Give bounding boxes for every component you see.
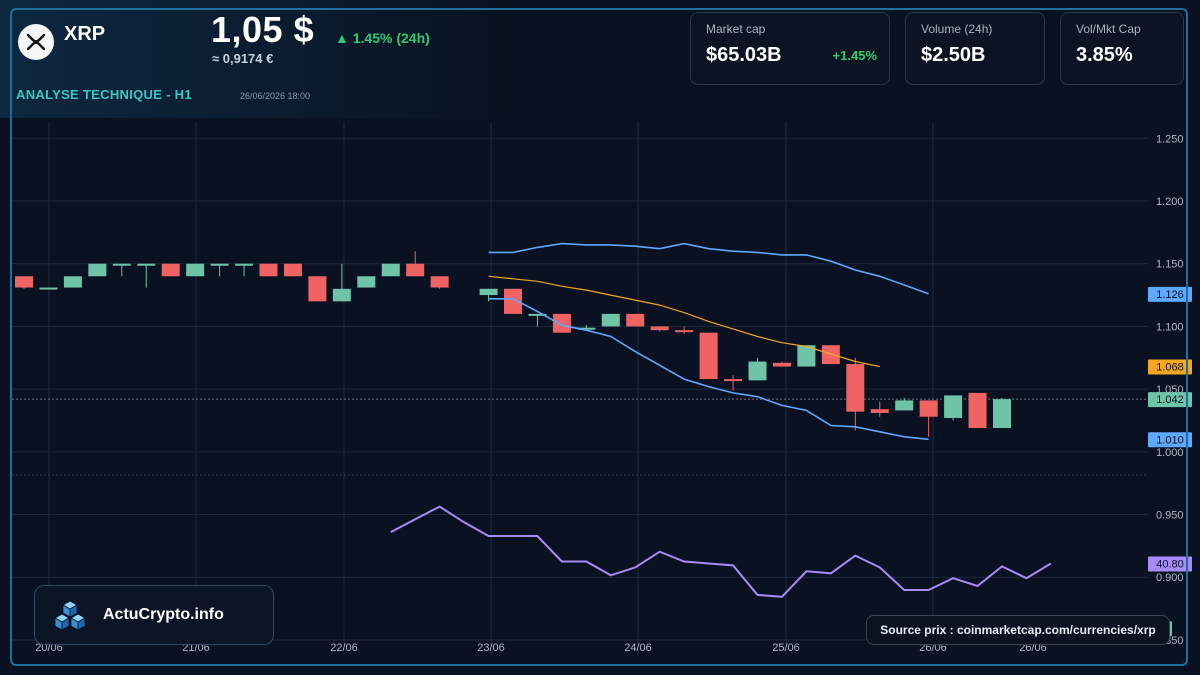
price-eur: ≈ 0,9174 € [212,51,274,66]
price-tick-label: 1.000 [1156,447,1184,459]
candle-body-15 [381,263,400,277]
candle-body-30 [772,362,791,367]
candle-body-4 [112,263,131,266]
candle-body-5 [137,263,156,266]
time-tick-label-2: 22/06 [330,642,358,654]
candle-body-7 [186,263,205,277]
rsi-panel [390,505,1052,598]
price-tick-label: 1.150 [1156,259,1184,271]
candle-body-28 [724,379,743,382]
xrp-logo [18,24,54,60]
header-background [0,0,520,118]
candle-body-23 [601,313,620,327]
candle-body-35 [895,400,914,411]
candle-body-38 [968,392,987,429]
time-tick-label-7: 26/06 [1019,642,1047,654]
price-badge-3 [1148,432,1192,448]
analysis-label: ANALYSE TECHNIQUE - H1 [16,87,192,102]
price-tick-label: 1.200 [1156,196,1184,208]
candle-body-34 [870,409,889,413]
candle-body-6 [161,263,180,277]
candle-body-29 [748,361,767,381]
rsi-line [390,505,1052,598]
candle-body-26 [675,330,694,333]
rsi-badge-label-0: 40.80 [1156,558,1184,570]
analysis-datetime: 26/06/2026 18:00 [240,91,311,101]
candle-body-33 [846,364,865,412]
candle-body-8 [210,263,229,266]
candle-body-17 [430,276,449,288]
candle-body-19 [504,288,522,314]
moving-average-line [488,275,880,368]
market-cap-value: $65.03B [706,44,782,66]
candle-body-18 [479,288,498,296]
candle-body-12 [308,276,327,302]
brand-name: ActuCrypto.info [103,606,224,623]
time-tick-label-1: 21/06 [182,642,210,654]
vol-mkt-cap-value: 3.85% [1076,44,1133,66]
candle-body-20 [528,313,547,316]
candle-body-10 [259,263,278,277]
candle-body-32 [821,345,840,365]
price-tick-label: 0.950 [1156,510,1184,522]
candle-body-36 [919,400,938,417]
bollinger-lower-line [488,298,929,441]
rsi-badge-0 [1148,556,1192,572]
time-tick-label-4: 24/06 [624,642,652,654]
time-tick-label-3: 23/06 [477,642,505,654]
chart-grid [12,122,1148,655]
candle-body-21 [552,313,571,333]
vol-mkt-cap-label: Vol/Mkt Cap [1076,22,1141,36]
price-tick-label: 1.250 [1156,133,1184,145]
coin-name: XRP [64,23,106,45]
candle-body-14 [357,276,376,288]
price-badge-label-1: 1.068 [1156,362,1184,374]
volume-card: Volume (24h) $2.50B [905,12,1045,85]
bollinger-upper-line [488,242,929,295]
price-badge-label-3: 1.010 [1156,434,1184,446]
candle-body-39 [993,399,1011,429]
candle-body-13 [332,288,351,302]
vol-mkt-cap-card: Vol/Mkt Cap 3.85% [1060,12,1184,85]
candle-body-31 [797,345,816,367]
market-cap-card: Market cap $65.03B +1.45% [690,12,890,85]
price-axis: 1.2501.2001.1501.1001.0501.0000.9500.900… [1148,133,1192,647]
volume-label: Volume (24h) [921,22,993,36]
price-badge-label-0: 1.126 [1156,289,1184,301]
current-price: 1,05 $ [211,9,315,50]
candle-body-16 [406,263,425,277]
price-badge-2 [1148,392,1192,408]
candle-body-9 [235,263,254,266]
brand-box[interactable]: ActuCrypto.info [34,585,274,645]
candle-body-11 [283,263,302,277]
market-cap-label: Market cap [706,22,766,36]
candle-body-3 [88,263,107,277]
candle-body-0 [15,276,33,288]
candle-body-24 [626,313,645,327]
source-label: Source prix : coinmarketcap.com/currenci… [866,615,1170,645]
candle-body-2 [63,276,82,288]
time-tick-label-0: 20/06 [35,642,63,654]
volume-value: $2.50B [921,44,986,66]
candle-body-37 [944,395,963,418]
xrp-icon [26,33,46,51]
price-badge-0 [1148,286,1192,302]
price-badge-1 [1148,359,1192,375]
indicator-lines [488,242,929,441]
candle-body-1 [39,287,58,290]
candle-body-25 [650,326,669,331]
price-badge-label-2: 1.042 [1156,394,1184,406]
price-tick-label: 0.900 [1156,572,1184,584]
candlesticks [15,251,1011,437]
price-tick-label: 1.100 [1156,321,1184,333]
price-change-24h: ▲ 1.45% (24h) [335,30,430,46]
time-tick-label-6: 26/06 [919,642,947,654]
time-axis: 20/06 21/06 22/06 23/06 24/06 25/06 26/06 26/06 [35,642,1047,654]
market-cap-change: +1.45% [832,48,877,63]
candle-body-22 [577,327,596,330]
cubes-logo-icon [54,600,86,631]
time-tick-label-5: 25/06 [772,642,800,654]
candle-body-27 [699,332,718,380]
